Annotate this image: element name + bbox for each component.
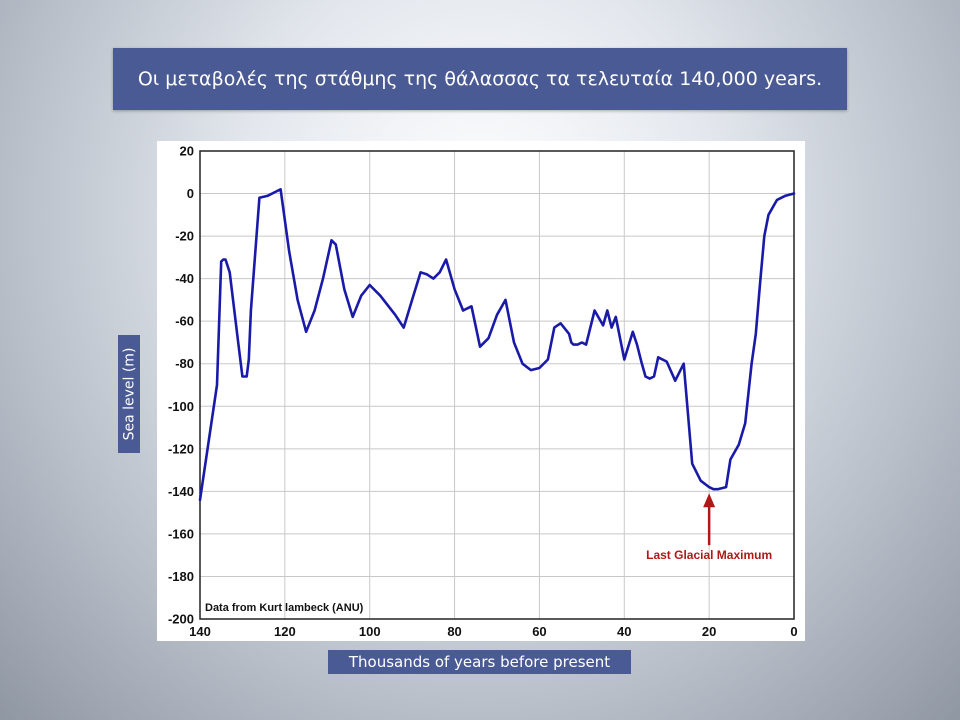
y-tick-label: -180 <box>168 569 194 584</box>
data-source-note: Data from Kurt lambeck (ANU) <box>205 602 364 614</box>
annotation-group: Last Glacial Maximum <box>646 493 772 562</box>
tick-labels: 140 120 100 80 60 40 20 0 20 0 -20 -40 -60 -80 -100 -12… <box>168 144 798 640</box>
x-tick-label: 80 <box>447 624 461 639</box>
x-tick-label: 0 <box>790 624 797 639</box>
x-axis-label: Thousands of years before present <box>328 650 631 674</box>
x-tick-label: 120 <box>274 624 296 639</box>
y-tick-label: 20 <box>180 144 194 159</box>
last-glacial-maximum-label: Last Glacial Maximum <box>646 548 772 562</box>
plot-frame <box>199 150 795 620</box>
y-tick-label: -20 <box>175 229 194 244</box>
x-tick-label: 100 <box>359 624 381 639</box>
chart-panel: 140 120 100 80 60 40 20 0 20 0 -20 -40 -60 -80 -100 -12… <box>157 141 805 641</box>
y-axis-label-text: Sea level (m) <box>121 347 137 441</box>
y-tick-label: -60 <box>175 314 194 329</box>
y-tick-label: -40 <box>175 271 194 286</box>
y-tick-label: -200 <box>168 612 194 627</box>
x-tick-label: 140 <box>189 624 211 639</box>
x-tick-label: 40 <box>617 624 631 639</box>
last-glacial-maximum-arrow-head <box>703 493 716 508</box>
y-tick-label: -140 <box>168 484 194 499</box>
x-tick-label: 60 <box>532 624 546 639</box>
y-tick-label: -120 <box>168 441 194 456</box>
chart-title: Οι μεταβολές της στάθμης της θάλασσας τα… <box>113 48 847 110</box>
y-axis-label: Sea level (m) <box>118 335 140 453</box>
y-tick-label: -100 <box>168 399 194 414</box>
x-tick-label: 20 <box>702 624 716 639</box>
y-tick-label: -80 <box>175 356 194 371</box>
sea-level-line <box>198 188 796 502</box>
grid <box>199 150 795 620</box>
sea-level-chart: 140 120 100 80 60 40 20 0 20 0 -20 -40 -60 -80 -100 -12… <box>168 144 798 640</box>
y-tick-label: -160 <box>168 526 194 541</box>
y-tick-label: 0 <box>187 186 194 201</box>
